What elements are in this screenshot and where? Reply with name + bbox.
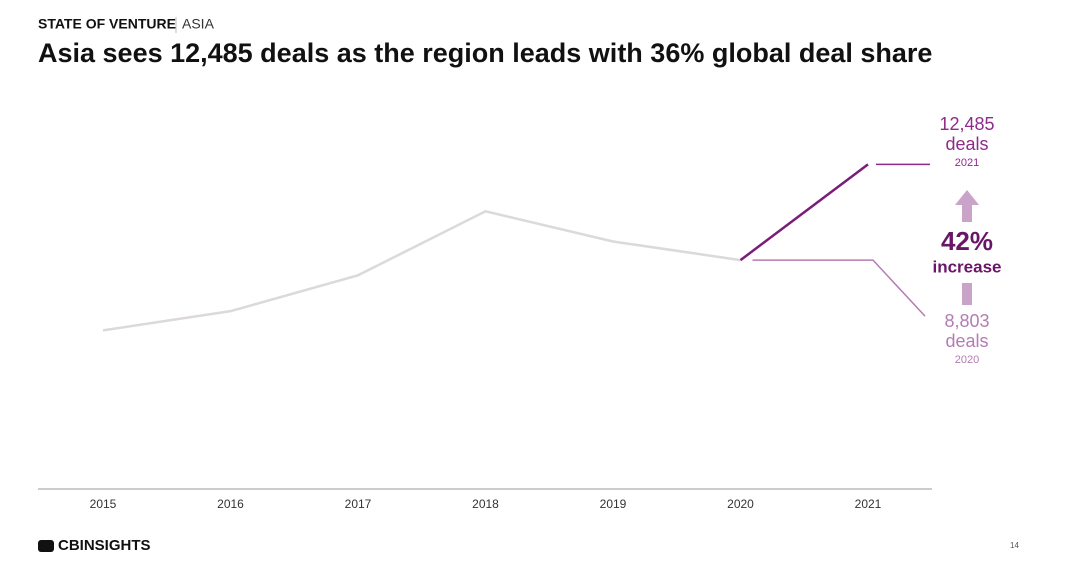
region-label: ASIA [182,16,215,32]
section-label: STATE OF VENTURE [38,16,176,32]
x-tick-label: 2017 [345,497,372,511]
chart-title: Asia sees 12,485 deals as the region lea… [38,38,932,68]
leader-line [752,259,926,317]
increase-arrow [955,190,979,222]
brand: CBINSIGHTS [58,537,151,554]
brand-icon [38,540,54,552]
increase-arrow-shaft [962,283,972,305]
series-line [739,163,869,262]
x-tick-label: 2016 [217,497,244,511]
callout-unit: deals [945,134,988,154]
change-text: increase [933,257,1002,276]
x-tick-label: 2021 [855,497,882,511]
x-tick-label: 2020 [727,497,754,511]
callout-unit: deals [945,331,988,351]
callout-year: 2020 [955,354,979,366]
x-tick-label: 2019 [600,497,627,511]
callout-value: 12,485 [939,114,994,134]
page-number: 14 [1010,541,1019,550]
change-value: 42% [941,226,993,256]
callout-value: 8,803 [944,311,989,331]
x-tick-label: 2015 [90,497,117,511]
x-tick-label: 2018 [472,497,499,511]
callout-year: 2021 [955,157,979,169]
series-line [102,209,741,332]
